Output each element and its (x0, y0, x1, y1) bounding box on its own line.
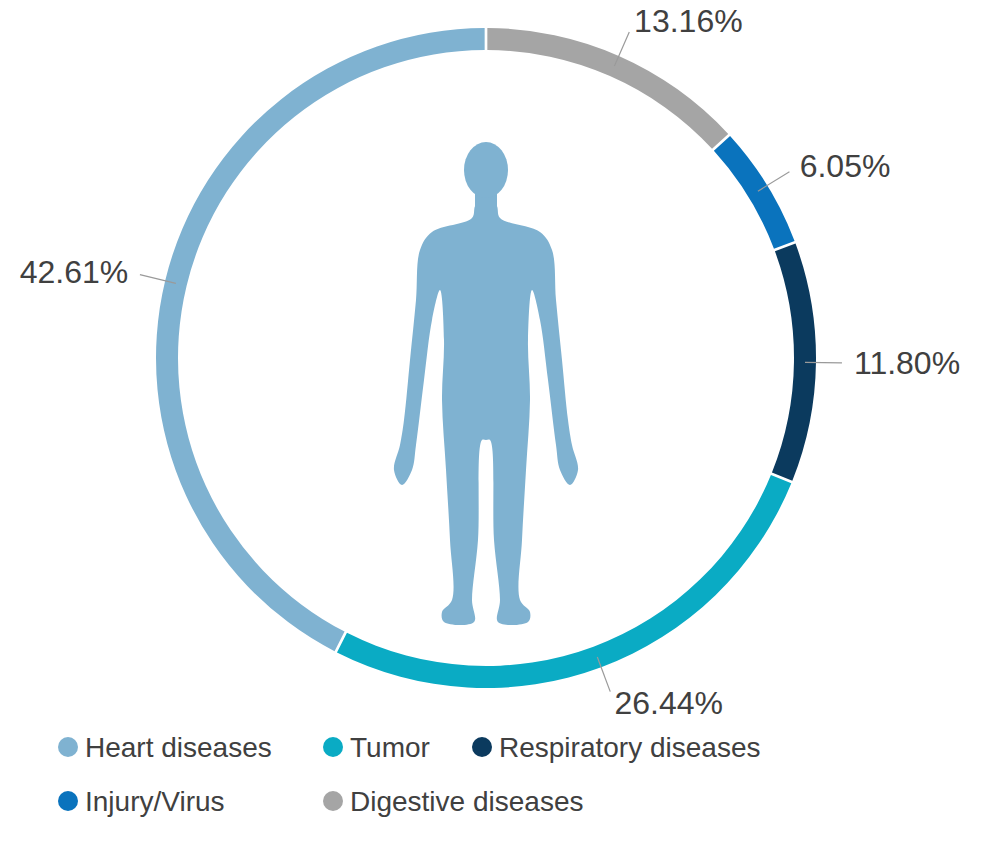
donut-slice (487, 28, 728, 149)
donut-slice (156, 28, 485, 651)
leader-line (758, 172, 790, 191)
legend-label: Digestive diseases (350, 786, 583, 817)
legend-item: Heart diseases (58, 732, 272, 763)
leader-line (805, 362, 842, 364)
legend-label: Tumor (350, 732, 430, 763)
figure-head (464, 142, 508, 198)
data-label: 26.44% (614, 685, 723, 721)
chart: 13.16% 6.05% 11.80% 26.44% 42.61% Heart disea… (0, 0, 986, 850)
data-label: 13.16% (634, 3, 743, 39)
data-label: 42.61% (20, 254, 129, 290)
data-label: 6.05% (800, 148, 891, 184)
legend-label: Heart diseases (85, 732, 272, 763)
legend-item: Tumor (323, 732, 430, 763)
legend-swatch (58, 737, 78, 757)
legend-swatch (323, 791, 343, 811)
human-figure (394, 142, 578, 625)
legend-swatch (58, 791, 78, 811)
leader-line (597, 657, 610, 692)
leader-line (614, 32, 629, 66)
legend: Heart diseases Tumor Respiratory diseases I… (58, 732, 760, 817)
leader-line (140, 275, 176, 284)
legend-swatch (323, 737, 343, 757)
legend-item: Respiratory diseases (472, 732, 760, 763)
data-label: 11.80% (854, 345, 960, 381)
donut (156, 28, 816, 688)
legend-label: Injury/Virus (85, 786, 225, 817)
legend-swatch (472, 737, 492, 757)
legend-label: Respiratory diseases (499, 732, 760, 763)
donut-slice (337, 475, 791, 688)
donut-slice (714, 136, 795, 249)
legend-item: Digestive diseases (323, 786, 583, 817)
data-labels: 13.16% 6.05% 11.80% 26.44% 42.61% (20, 3, 960, 721)
legend-item: Injury/Virus (58, 786, 225, 817)
figure-body (394, 203, 578, 625)
